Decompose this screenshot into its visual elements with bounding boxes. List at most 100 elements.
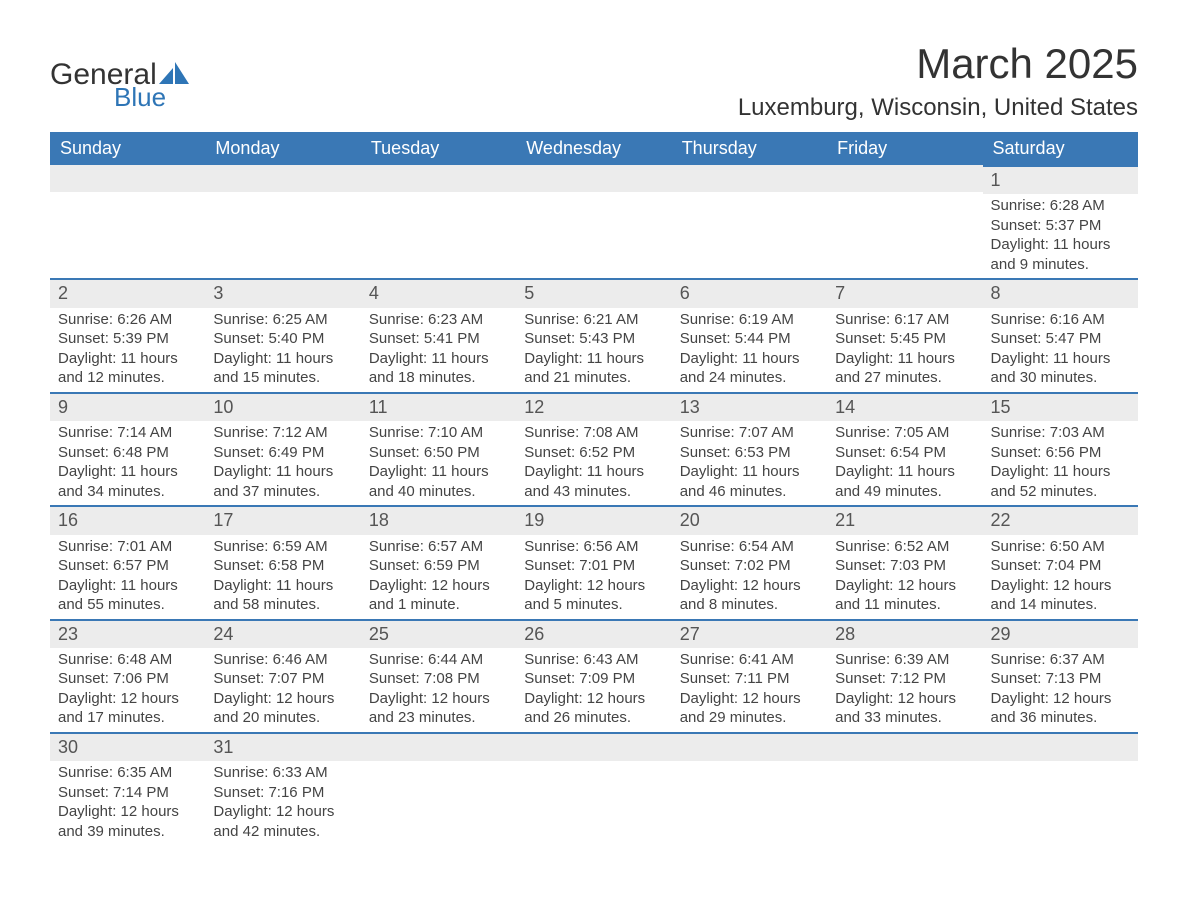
daylight-line: Daylight: 11 hours and 40 minutes. [369,462,508,501]
daylight-line: Daylight: 11 hours and 49 minutes. [835,462,974,501]
daylight-line: Daylight: 12 hours and 8 minutes. [680,576,819,615]
daylight-line: Daylight: 12 hours and 39 minutes. [58,802,197,841]
day-cell [672,761,827,845]
day-cell: Sunrise: 6:28 AMSunset: 5:37 PMDaylight:… [983,194,1138,278]
sunset-line: Sunset: 5:39 PM [58,329,197,349]
sunrise-line: Sunrise: 6:39 AM [835,650,974,670]
day-cell [516,761,671,845]
day-number-cell: 30 [50,732,205,761]
day-number-cell [983,732,1138,761]
daylight-line: Daylight: 12 hours and 33 minutes. [835,689,974,728]
sunrise-line: Sunrise: 7:07 AM [680,423,819,443]
col-monday: Monday [205,132,360,165]
sunset-line: Sunset: 6:54 PM [835,443,974,463]
sunset-line: Sunset: 7:03 PM [835,556,974,576]
day-cell: Sunrise: 6:44 AMSunset: 7:08 PMDaylight:… [361,648,516,732]
weekday-header-row: Sunday Monday Tuesday Wednesday Thursday… [50,132,1138,165]
day-cell: Sunrise: 6:43 AMSunset: 7:09 PMDaylight:… [516,648,671,732]
sunset-line: Sunset: 6:53 PM [680,443,819,463]
sunset-line: Sunset: 5:45 PM [835,329,974,349]
day-cell [205,194,360,278]
day-number-cell: 31 [205,732,360,761]
sunrise-line: Sunrise: 7:01 AM [58,537,197,557]
sunrise-line: Sunrise: 6:44 AM [369,650,508,670]
day-cell: Sunrise: 6:41 AMSunset: 7:11 PMDaylight:… [672,648,827,732]
sunrise-line: Sunrise: 7:10 AM [369,423,508,443]
day-cell: Sunrise: 6:50 AMSunset: 7:04 PMDaylight:… [983,535,1138,619]
sunrise-line: Sunrise: 6:50 AM [991,537,1130,557]
day-number-cell: 8 [983,278,1138,307]
daynum-row: 2345678 [50,278,1138,307]
sunset-line: Sunset: 5:37 PM [991,216,1130,236]
daylight-line: Daylight: 12 hours and 1 minute. [369,576,508,615]
sunset-line: Sunset: 7:13 PM [991,669,1130,689]
day-cell [827,194,982,278]
week-row: Sunrise: 6:48 AMSunset: 7:06 PMDaylight:… [50,648,1138,732]
sunrise-line: Sunrise: 6:35 AM [58,763,197,783]
daylight-line: Daylight: 12 hours and 29 minutes. [680,689,819,728]
sunset-line: Sunset: 6:59 PM [369,556,508,576]
day-number-cell: 14 [827,392,982,421]
day-cell: Sunrise: 6:39 AMSunset: 7:12 PMDaylight:… [827,648,982,732]
sunset-line: Sunset: 6:58 PM [213,556,352,576]
sunset-line: Sunset: 7:02 PM [680,556,819,576]
day-cell [827,761,982,845]
day-number-cell: 27 [672,619,827,648]
title-block: March 2025 Luxemburg, Wisconsin, United … [738,40,1138,122]
sunrise-line: Sunrise: 6:17 AM [835,310,974,330]
day-number-cell [205,165,360,194]
day-number-cell: 1 [983,165,1138,194]
sunrise-line: Sunrise: 6:16 AM [991,310,1130,330]
sunrise-line: Sunrise: 7:08 AM [524,423,663,443]
sunset-line: Sunset: 7:14 PM [58,783,197,803]
sunset-line: Sunset: 6:56 PM [991,443,1130,463]
daylight-line: Daylight: 11 hours and 21 minutes. [524,349,663,388]
daylight-line: Daylight: 12 hours and 20 minutes. [213,689,352,728]
sunset-line: Sunset: 5:41 PM [369,329,508,349]
day-number-cell: 15 [983,392,1138,421]
day-number-cell: 7 [827,278,982,307]
daylight-line: Daylight: 12 hours and 11 minutes. [835,576,974,615]
day-number-cell [516,732,671,761]
sunset-line: Sunset: 6:50 PM [369,443,508,463]
day-cell [50,194,205,278]
day-cell: Sunrise: 6:16 AMSunset: 5:47 PMDaylight:… [983,308,1138,392]
daylight-line: Daylight: 12 hours and 17 minutes. [58,689,197,728]
day-cell: Sunrise: 7:10 AMSunset: 6:50 PMDaylight:… [361,421,516,505]
day-number-cell: 5 [516,278,671,307]
day-number-cell: 29 [983,619,1138,648]
day-cell: Sunrise: 7:12 AMSunset: 6:49 PMDaylight:… [205,421,360,505]
sunset-line: Sunset: 5:44 PM [680,329,819,349]
daynum-row: 9101112131415 [50,392,1138,421]
day-number-cell [672,165,827,194]
day-cell: Sunrise: 7:05 AMSunset: 6:54 PMDaylight:… [827,421,982,505]
day-cell [516,194,671,278]
daylight-line: Daylight: 11 hours and 9 minutes. [991,235,1130,274]
daynum-row: 16171819202122 [50,505,1138,534]
day-number-cell: 23 [50,619,205,648]
day-cell [672,194,827,278]
sunrise-line: Sunrise: 6:48 AM [58,650,197,670]
day-number-cell: 24 [205,619,360,648]
sunset-line: Sunset: 5:47 PM [991,329,1130,349]
week-row: Sunrise: 6:26 AMSunset: 5:39 PMDaylight:… [50,308,1138,392]
day-number-cell: 26 [516,619,671,648]
sunset-line: Sunset: 6:48 PM [58,443,197,463]
sunset-line: Sunset: 6:49 PM [213,443,352,463]
day-number-cell: 19 [516,505,671,534]
sunrise-line: Sunrise: 7:05 AM [835,423,974,443]
col-friday: Friday [827,132,982,165]
day-number-cell: 12 [516,392,671,421]
week-row: Sunrise: 6:35 AMSunset: 7:14 PMDaylight:… [50,761,1138,845]
daylight-line: Daylight: 12 hours and 36 minutes. [991,689,1130,728]
day-cell: Sunrise: 7:03 AMSunset: 6:56 PMDaylight:… [983,421,1138,505]
sunset-line: Sunset: 7:09 PM [524,669,663,689]
day-number-cell: 13 [672,392,827,421]
sunset-line: Sunset: 7:08 PM [369,669,508,689]
col-saturday: Saturday [983,132,1138,165]
week-row: Sunrise: 7:01 AMSunset: 6:57 PMDaylight:… [50,535,1138,619]
day-cell [983,761,1138,845]
sunrise-line: Sunrise: 6:54 AM [680,537,819,557]
daylight-line: Daylight: 11 hours and 46 minutes. [680,462,819,501]
daynum-row: 23242526272829 [50,619,1138,648]
